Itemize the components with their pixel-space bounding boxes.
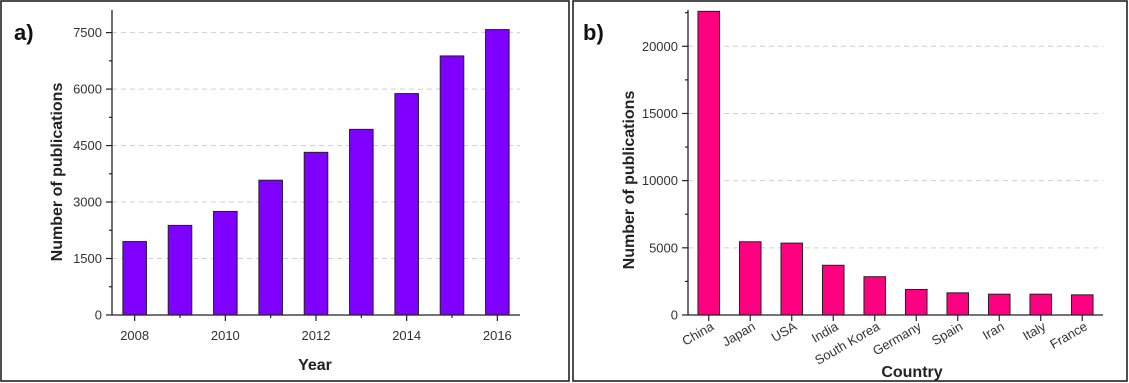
b-y-tick-label: 5000 — [649, 240, 678, 255]
a-bar-2014 — [394, 93, 419, 316]
a-y-tick-label: 4500 — [73, 138, 102, 153]
panel-b-frame — [572, 0, 1128, 382]
a-bar-2009 — [167, 224, 193, 316]
b-bar-italy — [1029, 293, 1053, 316]
b-bar-india — [821, 264, 845, 316]
a-bar-2011 — [258, 179, 283, 316]
panel-b-bars — [697, 10, 1094, 316]
b-bar-china — [697, 10, 721, 316]
panel-b-y-ticks: 0 5000 10000 15000 20000 — [642, 12, 688, 323]
a-bar-2008 — [122, 241, 147, 316]
a-x-tick-label: 2008 — [120, 328, 149, 343]
a-bar-2016 — [485, 29, 510, 316]
panel-b-gridlines — [688, 45, 1103, 249]
b-bar-japan — [738, 241, 762, 316]
a-x-tick-label: 2010 — [211, 328, 240, 343]
a-bar-2013 — [349, 128, 374, 316]
panel-a: a) 0 1500 3000 4500 6000 7500 2008 2010 2012 201… — [0, 0, 570, 382]
a-y-tick-label: 7500 — [73, 25, 102, 40]
panel-a-y-axis-title: Number of publications — [49, 83, 66, 262]
a-x-tick-label: 2014 — [392, 328, 421, 343]
b-y-tick-label: 15000 — [642, 106, 678, 121]
panel-b-x-axis-title: Country — [881, 364, 942, 381]
b-bar-germany — [904, 288, 928, 316]
a-bar-2010 — [213, 210, 238, 316]
b-bar-south-korea — [863, 276, 887, 316]
a-y-tick-label: 3000 — [73, 195, 102, 210]
panel-a-x-ticks: 2008 2010 2012 2014 2016 — [120, 315, 512, 343]
panel-a-frame — [0, 0, 570, 382]
a-y-tick-label: 0 — [95, 308, 102, 323]
a-bar-2015 — [439, 55, 465, 316]
b-y-tick-label: 10000 — [642, 173, 678, 188]
a-y-tick-label: 6000 — [73, 82, 102, 97]
a-bar-2012 — [303, 151, 329, 316]
a-x-tick-label: 2016 — [483, 328, 512, 343]
b-bar-spain — [946, 292, 970, 316]
b-bar-france — [1070, 294, 1094, 316]
panel-b-y-axis-title: Number of publications — [621, 91, 638, 270]
b-y-tick-label: 0 — [671, 308, 678, 323]
panel-a-x-axis-title: Year — [298, 357, 332, 374]
panel-a-label: a) — [14, 20, 34, 45]
panel-a-bars — [122, 29, 510, 316]
panel-b-label: b) — [583, 20, 604, 45]
b-y-tick-label: 20000 — [642, 39, 678, 54]
b-bar-iran — [987, 293, 1011, 316]
b-bar-usa — [780, 242, 804, 316]
a-y-tick-label: 1500 — [73, 251, 102, 266]
panel-a-y-ticks: 0 1500 3000 4500 6000 7500 — [73, 25, 112, 323]
a-x-tick-label: 2012 — [302, 328, 331, 343]
